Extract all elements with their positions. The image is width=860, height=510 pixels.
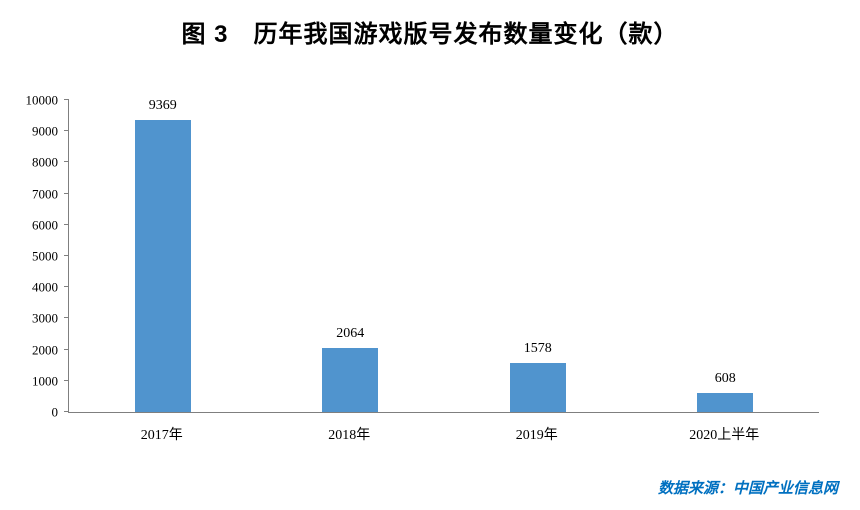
- bar-chart-plot-area: 0 1000 2000 3000 4000 5000 6000 7000 8000 9000 100…: [26, 94, 820, 419]
- y-axis-tick-label: 0: [51, 404, 59, 420]
- bar-slot: 1578: [444, 100, 632, 412]
- y-axis-tick-mark: [64, 161, 69, 163]
- y-axis-tick-mark: [64, 255, 69, 256]
- y-axis-tick-label: 3000: [32, 310, 58, 326]
- y-axis-tick-mark: [64, 379, 69, 381]
- y-axis-tick-mark: [64, 130, 69, 132]
- y-axis-tick-mark: [64, 99, 69, 100]
- y-axis-tick-mark: [64, 411, 69, 412]
- y-axis-tick-mark: [64, 317, 69, 319]
- bar-2019年: [509, 362, 566, 412]
- y-axis-tick-label: 6000: [32, 217, 58, 233]
- bar-slot: 9369: [69, 97, 257, 412]
- x-axis-category-label: 2019年: [515, 428, 558, 443]
- y-axis-tick-label: 2000: [32, 342, 58, 358]
- y-axis-tick-label: 7000: [32, 186, 58, 202]
- y-axis-tick-mark: [64, 286, 69, 288]
- bar-2018年: [322, 347, 379, 412]
- bar-slot: 608: [632, 100, 820, 412]
- y-axis-tick-mark: [64, 223, 69, 225]
- bar-value-label: 2064: [336, 325, 365, 341]
- bar-value-label: 9369: [148, 97, 177, 113]
- bar-2017年: [134, 119, 191, 412]
- bar-2020上半年: [697, 393, 754, 412]
- y-axis-tick-label: 4000: [32, 279, 58, 295]
- x-axis-category-label: 2018年: [328, 428, 371, 443]
- bar-series: 9369 2064 1578 608: [69, 97, 820, 412]
- bar-slot: 2064: [257, 100, 445, 412]
- x-axis-category-label: 2020上半年: [689, 428, 760, 443]
- bar-value-label: 608: [714, 371, 736, 387]
- y-axis-tick-label: 8000: [32, 154, 58, 170]
- chart-title: 图 3 历年我国游戏版号发布数量变化（款）: [181, 21, 679, 48]
- y-axis-tick-mark: [64, 348, 69, 350]
- y-axis-tick-label: 1000: [32, 373, 58, 389]
- x-axis-labels: 2017年 2018年 2019年 2020上半年: [68, 424, 818, 444]
- x-axis-category-label: 2017年: [140, 428, 183, 443]
- y-axis-tick-label: 5000: [32, 248, 58, 264]
- y-axis-tick-label: 9000: [32, 123, 58, 139]
- y-axis-tick-label: 10000: [25, 92, 59, 108]
- bar-value-label: 1578: [523, 340, 552, 356]
- y-axis-tick-mark: [64, 192, 69, 194]
- data-source-note: 数据来源：中国产业信息网: [657, 481, 838, 497]
